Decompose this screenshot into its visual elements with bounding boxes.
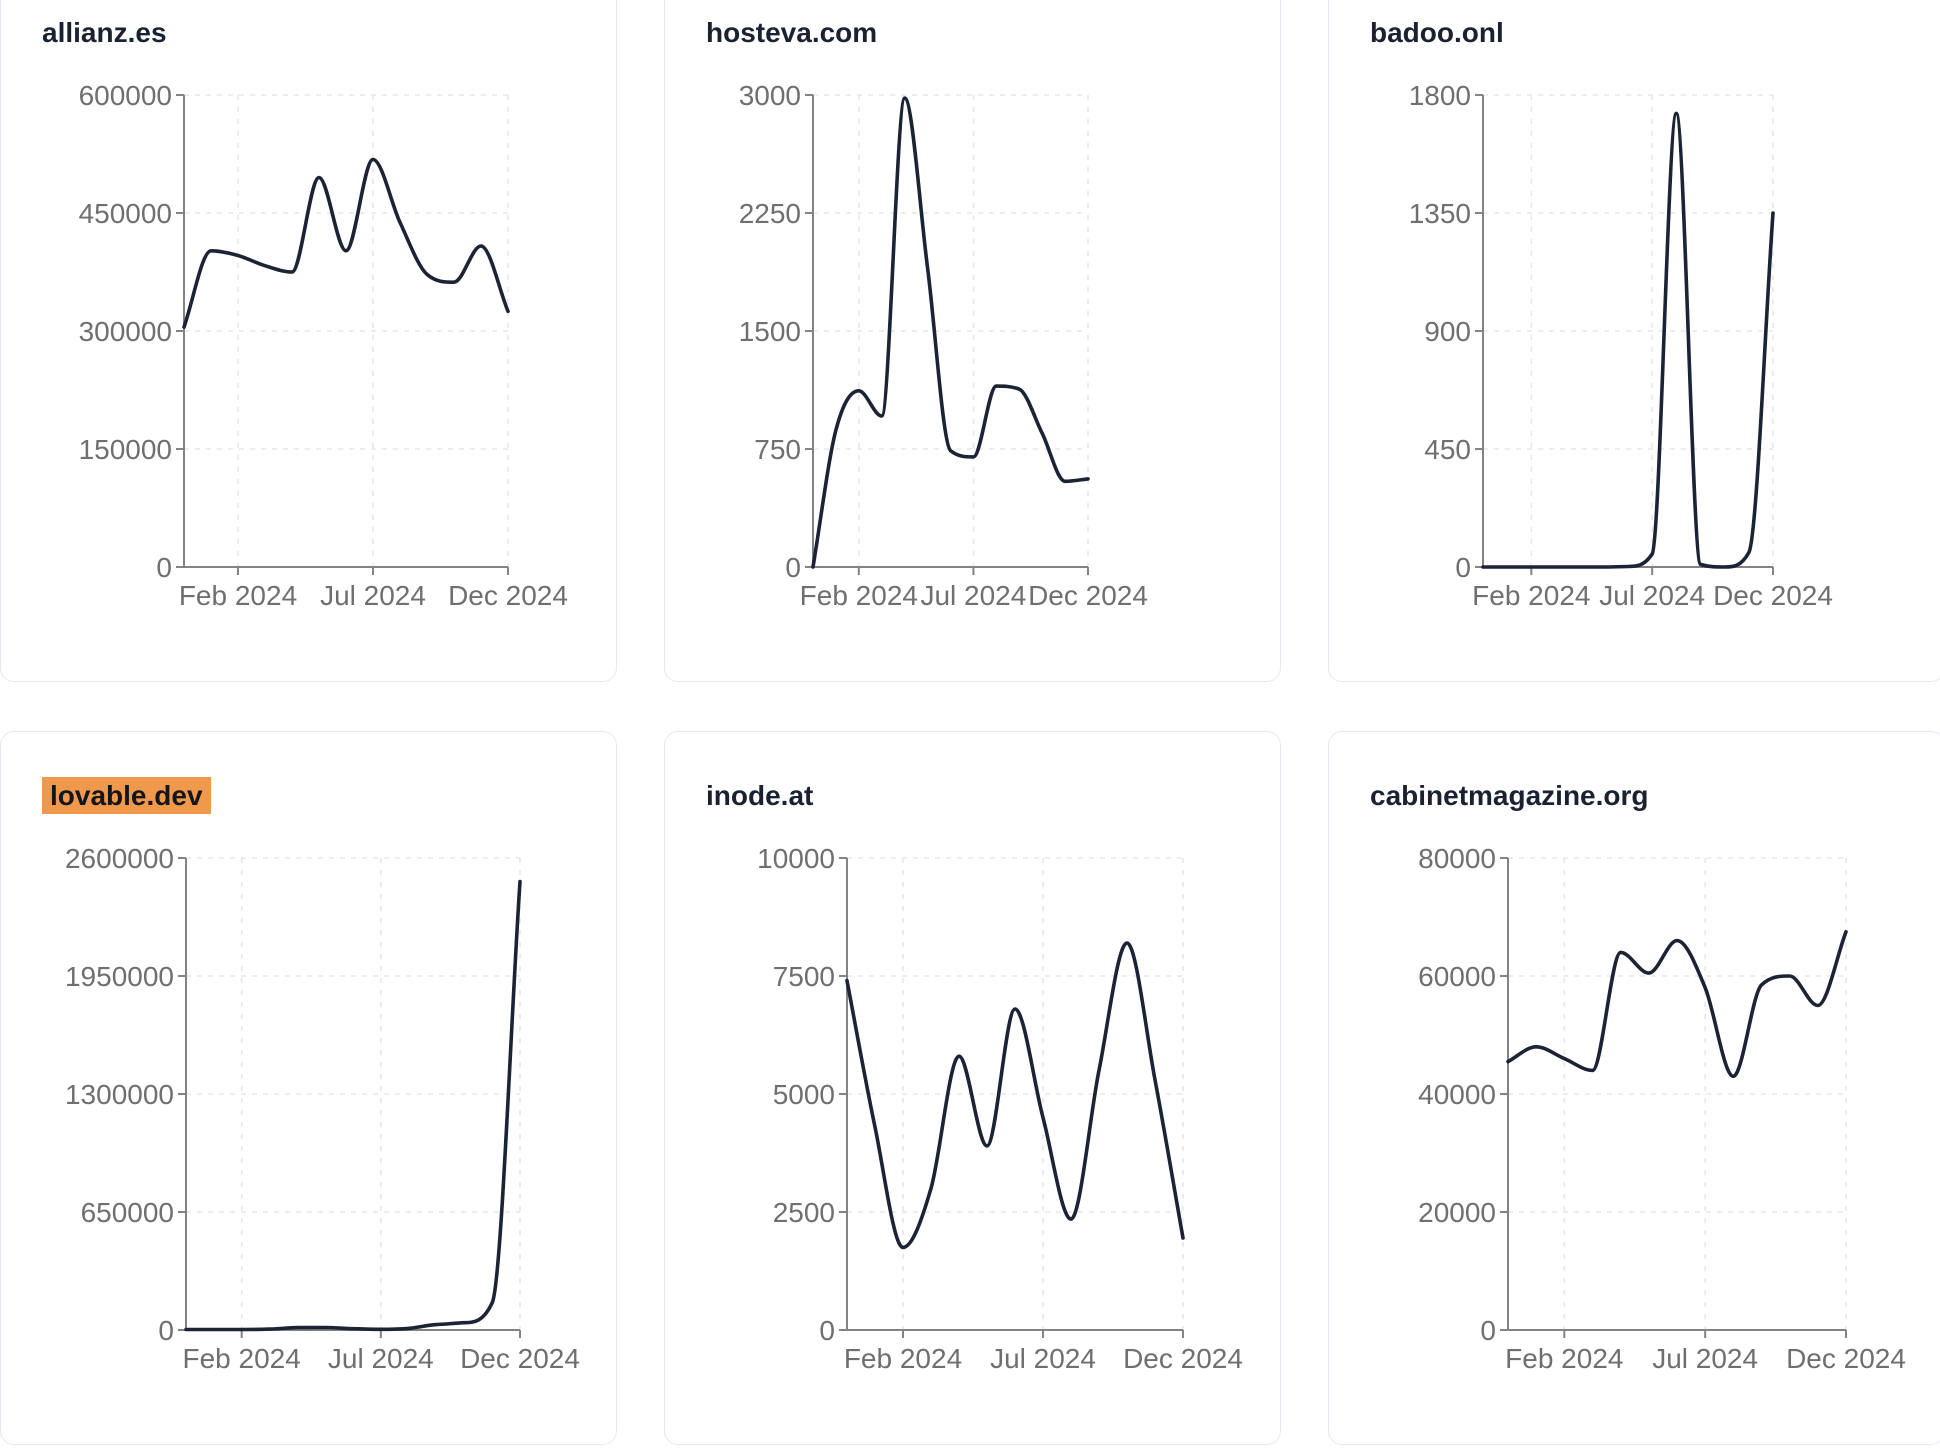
chart-title: cabinetmagazine.org: [1370, 780, 1649, 811]
x-tick-label: Feb 2024: [1505, 1343, 1623, 1374]
x-tick-label: Dec 2024: [460, 1343, 580, 1374]
y-tick-label: 1950000: [65, 961, 174, 992]
chart-card: badoo.onl 0 450 900 1350 1800 Feb 2024 Jul 2024…: [1328, 0, 1940, 682]
line-chart: 0 650000 1300000 1950000 2600000 Feb 2024 Jul …: [65, 843, 580, 1374]
chart-card-header: cabinetmagazine.org: [1370, 776, 1926, 816]
y-tick-label: 0: [158, 1315, 174, 1346]
trend-line: [811, 96, 1090, 569]
line-chart: 0 2500 5000 7500 10000 Feb 2024 Jul 2024 Dec 20…: [757, 843, 1243, 1374]
x-tick-label: Feb 2024: [800, 580, 918, 611]
chart-card-header: hosteva.com: [706, 13, 1262, 53]
trend-line: [184, 879, 522, 1332]
y-tick-label: 450: [1424, 434, 1471, 465]
line-chart: 0 750 1500 2250 3000 Feb 2024 Jul 2024 Dec 2024: [739, 80, 1148, 611]
line-chart: 0 150000 300000 450000 600000 Feb 2024 Jul 202…: [79, 80, 568, 611]
chart-title: badoo.onl: [1370, 17, 1504, 48]
x-tick-label: Dec 2024: [1786, 1343, 1906, 1374]
trend-line: [845, 941, 1185, 1250]
y-tick-label: 750: [754, 434, 801, 465]
y-tick-label: 20000: [1418, 1197, 1496, 1228]
chart-card: allianz.es 0 150000 300000 450000 600000 Feb 2…: [0, 0, 617, 682]
y-tick-label: 0: [156, 552, 172, 583]
x-tick-label: Jul 2024: [1652, 1343, 1758, 1374]
line-chart: 0 450 900 1350 1800 Feb 2024 Jul 2024 Dec 2024: [1409, 80, 1833, 611]
x-tick-label: Feb 2024: [844, 1343, 962, 1374]
x-tick-label: Feb 2024: [1472, 580, 1590, 611]
y-tick-label: 450000: [79, 198, 172, 229]
y-tick-label: 7500: [773, 961, 835, 992]
chart-title: hosteva.com: [706, 17, 878, 48]
chart-card-header: lovable.dev: [42, 776, 598, 816]
x-tick-label: Dec 2024: [448, 580, 568, 611]
y-tick-label: 650000: [81, 1197, 174, 1228]
y-tick-label: 0: [1480, 1315, 1496, 1346]
y-tick-label: 300000: [79, 316, 172, 347]
x-tick-label: Dec 2024: [1713, 580, 1833, 611]
chart-card: cabinetmagazine.org 0 20000 40000 60000 80000…: [1328, 731, 1940, 1445]
chart-title-highlighted: lovable.dev: [42, 777, 211, 814]
y-tick-label: 2500: [773, 1197, 835, 1228]
y-tick-label: 150000: [79, 434, 172, 465]
chart-title: inode.at: [706, 780, 814, 811]
y-tick-label: 900: [1424, 316, 1471, 347]
y-tick-label: 600000: [79, 80, 172, 111]
x-tick-label: Jul 2024: [1599, 580, 1705, 611]
chart-card-header: inode.at: [706, 776, 1262, 816]
x-tick-label: Dec 2024: [1028, 580, 1148, 611]
trend-line: [182, 157, 510, 329]
y-tick-label: 10000: [757, 843, 835, 874]
x-tick-label: Feb 2024: [179, 580, 297, 611]
x-tick-label: Jul 2024: [328, 1343, 434, 1374]
chart-title: allianz.es: [42, 17, 167, 48]
y-tick-label: 2600000: [65, 843, 174, 874]
y-tick-label: 1800: [1409, 80, 1471, 111]
x-tick-label: Jul 2024: [920, 580, 1026, 611]
y-tick-label: 0: [1455, 552, 1471, 583]
y-tick-label: 1500: [739, 316, 801, 347]
chart-card-header: badoo.onl: [1370, 13, 1926, 53]
trend-line: [1506, 930, 1848, 1079]
y-tick-label: 1350: [1409, 198, 1471, 229]
chart-card: inode.at 0 2500 5000 7500 10000 Feb 2024 Jul 20…: [664, 731, 1281, 1445]
y-tick-label: 2250: [739, 198, 801, 229]
x-tick-label: Feb 2024: [183, 1343, 301, 1374]
y-tick-label: 1300000: [65, 1079, 174, 1110]
x-tick-label: Jul 2024: [320, 580, 426, 611]
y-tick-label: 60000: [1418, 961, 1496, 992]
chart-card: hosteva.com 0 750 1500 2250 3000 Feb 2024 Jul 2…: [664, 0, 1281, 682]
x-tick-label: Jul 2024: [990, 1343, 1096, 1374]
trend-line: [1481, 111, 1775, 569]
y-tick-label: 3000: [739, 80, 801, 111]
y-tick-label: 80000: [1418, 843, 1496, 874]
x-tick-label: Dec 2024: [1123, 1343, 1243, 1374]
y-tick-label: 5000: [773, 1079, 835, 1110]
line-chart: 0 20000 40000 60000 80000 Feb 2024 Jul 2024 Dec…: [1418, 843, 1906, 1374]
y-tick-label: 0: [819, 1315, 835, 1346]
chart-card: lovable.dev 0 650000 1300000 1950000 2600000 F…: [0, 731, 617, 1445]
y-tick-label: 0: [785, 552, 801, 583]
y-tick-label: 40000: [1418, 1079, 1496, 1110]
chart-card-header: allianz.es: [42, 13, 598, 53]
